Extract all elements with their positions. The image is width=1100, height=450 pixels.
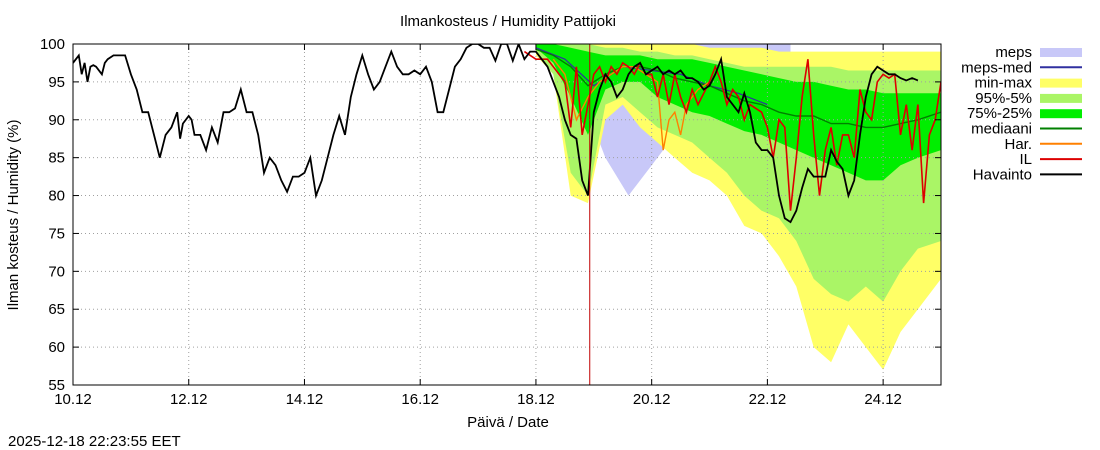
y-tick-label: 75 bbox=[48, 225, 65, 242]
chart-title: Ilmankosteus / Humidity Pattijoki bbox=[400, 13, 616, 30]
x-tick-label: 14.12 bbox=[286, 391, 324, 408]
timestamp-footer: 2025-12-18 22:23:55 EET bbox=[8, 433, 181, 450]
legend-label: meps bbox=[995, 44, 1032, 61]
y-tick-label: 95 bbox=[48, 74, 65, 91]
axes: 55 60 65 70 75 80 85 90 95 100 10.12 12.12 14.12 16.1… bbox=[40, 36, 942, 408]
y-tick-label: 100 bbox=[40, 36, 65, 53]
series-havainto bbox=[73, 44, 919, 224]
y-tick-label: 65 bbox=[48, 301, 65, 318]
plot-clip-group bbox=[73, 44, 941, 385]
legend-swatch bbox=[1040, 93, 1082, 103]
y-axis-label: Ilman kosteus / Humidity (%) bbox=[5, 120, 22, 311]
legend-label: Havainto bbox=[973, 166, 1032, 183]
legend-label: min-max bbox=[974, 75, 1032, 92]
x-tick-label: 22.12 bbox=[749, 391, 787, 408]
legend-swatch bbox=[1040, 109, 1082, 119]
x-tick-label: 10.12 bbox=[54, 391, 92, 408]
legend-label: meps-med bbox=[961, 59, 1032, 76]
legend-swatch bbox=[1040, 48, 1082, 57]
legend-label: mediaani bbox=[971, 121, 1032, 138]
legend-swatch bbox=[1040, 78, 1082, 88]
plot-frame bbox=[72, 43, 942, 386]
x-tick-label: 20.12 bbox=[633, 391, 671, 408]
y-tick-label: 85 bbox=[48, 150, 65, 167]
x-axis-label: Päivä / Date bbox=[467, 414, 549, 431]
legend-label: Har. bbox=[1004, 136, 1032, 153]
legend-label: 95%-5% bbox=[975, 90, 1032, 107]
x-tick-label: 12.12 bbox=[170, 391, 208, 408]
y-tick-label: 55 bbox=[48, 377, 65, 394]
y-tick-label: 80 bbox=[48, 188, 65, 205]
legend: mepsmeps-medmin-max95%-5%75%-25%mediaani… bbox=[961, 44, 1082, 183]
plot-area bbox=[73, 44, 941, 385]
series-il bbox=[523, 50, 941, 211]
x-tick-label: 16.12 bbox=[401, 391, 439, 408]
legend-label: 75%-25% bbox=[967, 105, 1032, 122]
legend-label: IL bbox=[1019, 151, 1032, 168]
y-tick-label: 60 bbox=[48, 339, 65, 356]
y-tick-label: 70 bbox=[48, 263, 65, 280]
x-tick-label: 18.12 bbox=[517, 391, 555, 408]
x-tick-label: 24.12 bbox=[864, 391, 902, 408]
y-tick-label: 90 bbox=[48, 112, 65, 129]
